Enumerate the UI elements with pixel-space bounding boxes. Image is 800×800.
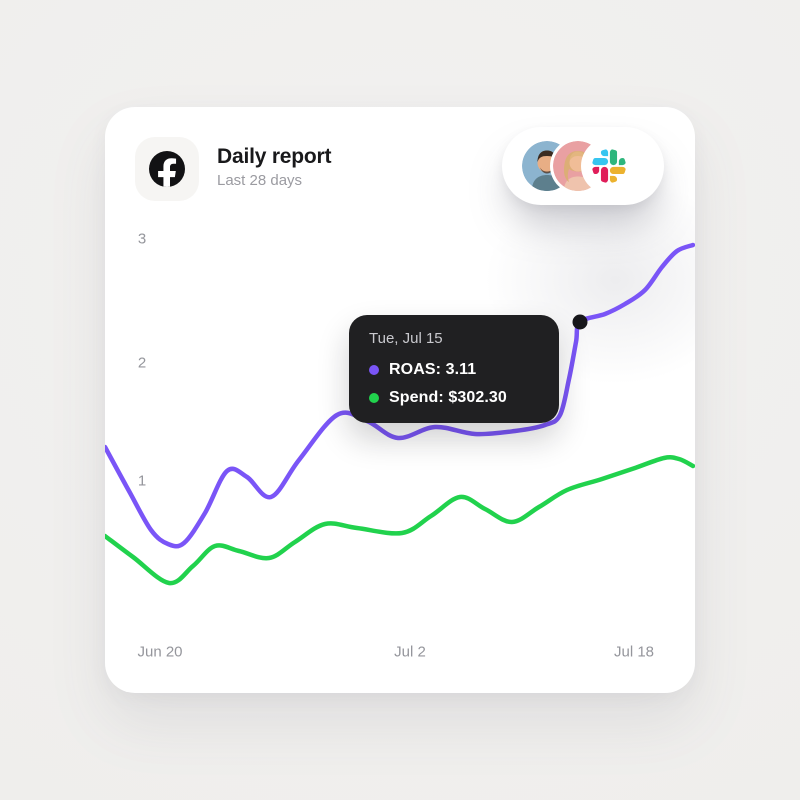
facebook-icon xyxy=(149,151,185,187)
tooltip-spend-value: Spend: $302.30 xyxy=(389,389,507,406)
facebook-source-tile xyxy=(135,137,199,201)
roas-spend-line-chart[interactable] xyxy=(105,107,695,693)
slack-avatar xyxy=(584,141,634,191)
report-period: Last 28 days xyxy=(217,172,303,189)
daily-report-card: 3 2 1 Jun 20 Jul 2 Jul 18 Tue, Jul 15 RO… xyxy=(105,107,695,693)
tooltip-roas-value: ROAS: 3.11 xyxy=(389,361,477,378)
report-header: Daily report Last 28 days xyxy=(217,143,332,191)
slack-icon xyxy=(592,149,626,183)
y-tick-label-3: 3 xyxy=(137,230,147,248)
x-tick-label-jul18: Jul 18 xyxy=(613,643,655,661)
page-title: Daily report xyxy=(217,145,332,168)
tooltip-roas-row: ROAS: 3.11 xyxy=(369,358,539,382)
spend-series-bullet-icon xyxy=(369,393,379,403)
y-tick-label-1: 1 xyxy=(137,472,147,490)
x-tick-label-jun20: Jun 20 xyxy=(137,643,183,661)
roas-line xyxy=(105,242,695,549)
y-tick-label-2: 2 xyxy=(137,354,147,372)
tooltip-spend-row: Spend: $302.30 xyxy=(369,386,539,410)
spend-line xyxy=(105,455,695,586)
x-tick-label-jul2: Jul 2 xyxy=(394,643,426,661)
highlighted-point-dot xyxy=(572,314,588,330)
integrations-avatar-group[interactable] xyxy=(502,127,664,205)
chart-tooltip: Tue, Jul 15 ROAS: 3.11 Spend: $302.30 xyxy=(349,315,559,423)
roas-series-bullet-icon xyxy=(369,365,379,375)
tooltip-date: Tue, Jul 15 xyxy=(369,330,443,347)
